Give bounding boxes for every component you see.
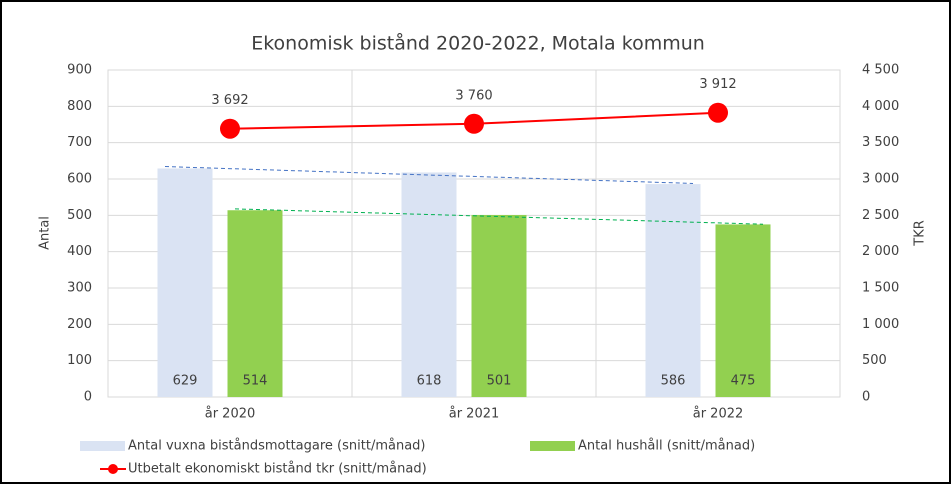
- y-tick-label: 400: [67, 244, 92, 259]
- legend-label: Antal vuxna biståndsmottagare (snitt/mån…: [128, 439, 425, 454]
- legend-swatch: [530, 441, 575, 451]
- x-tick-label: år 2020: [205, 407, 256, 422]
- y-tick-label: 600: [67, 172, 92, 187]
- line-marker: [464, 113, 484, 134]
- y2-tick-label: 2 500: [862, 208, 899, 223]
- legend-swatch: [80, 441, 125, 451]
- legend-label: Utbetalt ekonomiskt bistånd tkr (snitt/m…: [128, 462, 427, 477]
- chart-title: Ekonomisk bistånd 2020-2022, Motala komm…: [251, 32, 705, 55]
- y-tick-label: 200: [67, 317, 92, 332]
- x-tick-label: år 2021: [449, 407, 500, 422]
- y-axis-title: Antal: [38, 216, 53, 250]
- bar-value-label: 514: [243, 374, 268, 389]
- y-tick-label: 300: [67, 281, 92, 296]
- bar: [715, 224, 771, 397]
- bar-value-label: 629: [173, 374, 198, 389]
- y-tick-label: 800: [67, 99, 92, 114]
- bar-value-label: 586: [661, 374, 686, 389]
- bar: [471, 214, 527, 397]
- y2-tick-label: 2 000: [862, 244, 899, 259]
- y-tick-label: 100: [67, 353, 92, 368]
- y2-tick-label: 3 000: [862, 172, 899, 187]
- y2-tick-label: 4 000: [862, 99, 899, 114]
- y2-tick-label: 4 500: [862, 63, 899, 78]
- legend-label: Antal hushåll (snitt/månad): [578, 439, 755, 454]
- y2-tick-label: 1 500: [862, 281, 899, 296]
- legend-marker: [108, 464, 118, 474]
- bar-value-label: 501: [487, 374, 512, 389]
- bar: [157, 168, 213, 397]
- line-value-label: 3 912: [699, 77, 736, 92]
- line-marker: [220, 118, 240, 139]
- x-tick-label: år 2022: [693, 407, 744, 422]
- bar: [645, 184, 701, 397]
- y-tick-label: 0: [84, 390, 92, 405]
- y-tick-label: 700: [67, 135, 92, 150]
- y-tick-label: 900: [67, 63, 92, 78]
- bar: [227, 210, 283, 397]
- y2-tick-label: 3 500: [862, 135, 899, 150]
- line-value-label: 3 760: [455, 88, 492, 103]
- y2-tick-label: 500: [862, 353, 887, 368]
- y2-tick-label: 0: [862, 390, 870, 405]
- line-value-label: 3 692: [211, 93, 248, 108]
- line-marker: [708, 102, 728, 123]
- y-tick-label: 500: [67, 208, 92, 223]
- bar-value-label: 618: [417, 374, 442, 389]
- bar-value-label: 475: [731, 374, 756, 389]
- bar: [401, 172, 457, 397]
- y2-axis-title: TKR: [913, 220, 928, 247]
- y2-tick-label: 1 000: [862, 317, 899, 332]
